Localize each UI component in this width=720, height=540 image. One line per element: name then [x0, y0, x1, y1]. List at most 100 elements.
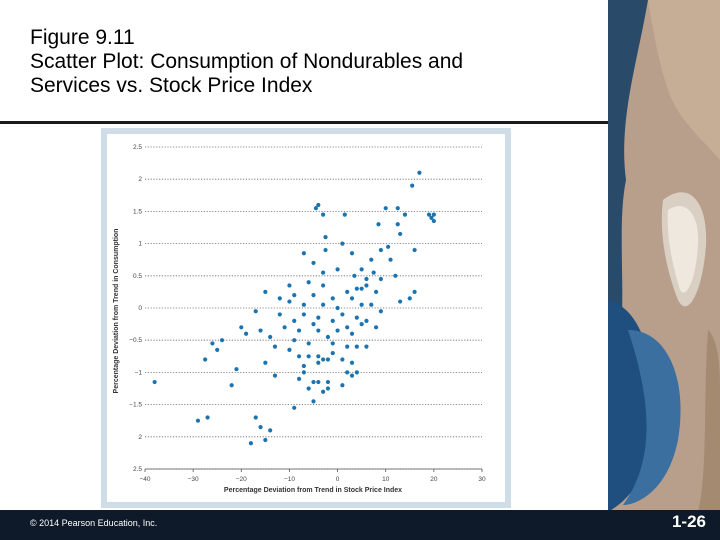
- rock-water-photo: [608, 0, 720, 512]
- data-point-18: [378, 276, 383, 282]
- data-point-120: [340, 383, 345, 388]
- scatter-plot: 2.5 2 1.5 1 0.5 0 −0.5 −1 −1.5 2 2.5 −40 −30 −20 −10 0…: [107, 134, 505, 502]
- data-point-129: [263, 437, 268, 443]
- data-point-80: [258, 328, 263, 333]
- footer-bar: © 2014 Pearson Education, Inc. 1-26: [0, 510, 720, 540]
- y-axis-label: Percentage Deviation from Trend in Consu…: [113, 229, 120, 394]
- data-point-55: [369, 302, 374, 307]
- data-point-63: [354, 315, 359, 320]
- data-point-42: [306, 280, 311, 285]
- y-tick-label-10: 2.5: [133, 466, 142, 473]
- figure-panel: 2.5 2 1.5 1 0.5 0 −0.5 −1 −1.5 2 2.5 −40 −30 −20 −10 0…: [101, 128, 511, 508]
- data-point-96: [340, 357, 345, 362]
- data-point-11: [398, 231, 403, 237]
- data-point-85: [345, 344, 350, 349]
- data-point-30: [340, 241, 345, 246]
- data-point-43: [287, 283, 292, 288]
- data-point-33: [349, 251, 355, 256]
- data-point-125: [253, 415, 258, 420]
- data-point-61: [316, 315, 321, 320]
- data-point-118: [321, 389, 326, 394]
- data-point-107: [301, 370, 306, 375]
- data-point-37: [354, 286, 359, 291]
- data-point-102: [321, 357, 326, 362]
- x-tick-label-3: −10: [284, 476, 295, 483]
- data-point-121: [292, 405, 297, 410]
- data-point-7: [402, 212, 408, 217]
- slide-title: Figure 9.11 Scatter Plot: Consumption of…: [30, 26, 590, 98]
- data-point-122: [311, 399, 316, 404]
- data-point-110: [296, 376, 302, 381]
- data-point-77: [325, 334, 331, 340]
- title-divider: [0, 121, 610, 124]
- data-point-6: [395, 206, 400, 211]
- data-point-76: [349, 331, 355, 336]
- data-point-40: [321, 270, 326, 275]
- data-point-20: [359, 286, 364, 291]
- x-tick-label-4: 0: [336, 476, 340, 483]
- data-point-116: [229, 383, 234, 388]
- data-point-16: [388, 257, 393, 262]
- data-point-56: [263, 289, 268, 294]
- data-point-12: [386, 244, 391, 249]
- data-point-46: [311, 293, 316, 298]
- title-line-2: Scatter Plot: Consumption of Nondurables…: [30, 50, 464, 73]
- data-point-73: [296, 328, 302, 333]
- x-tick-label-2: −20: [236, 476, 247, 483]
- data-point-104: [234, 367, 239, 372]
- data-point-94: [316, 354, 321, 359]
- data-point-58: [253, 309, 258, 314]
- x-tick-labels: −40 −30 −20 −10 0 10 20 30: [139, 476, 486, 483]
- data-point-109: [345, 370, 350, 375]
- data-point-2: [426, 212, 432, 217]
- data-point-86: [354, 344, 359, 349]
- data-point-123: [195, 418, 201, 423]
- data-point-25: [313, 206, 319, 211]
- title-line-1: Figure 9.11: [30, 26, 135, 49]
- data-point-126: [258, 425, 263, 430]
- data-point-100: [301, 363, 306, 369]
- data-point-103: [330, 350, 335, 356]
- data-point-0: [417, 170, 422, 175]
- data-point-66: [292, 318, 297, 323]
- data-points: [152, 170, 436, 446]
- y-tick-label-3: 1: [138, 241, 142, 248]
- data-point-68: [330, 318, 335, 323]
- data-point-51: [301, 302, 306, 307]
- data-point-72: [282, 325, 287, 330]
- data-point-59: [277, 312, 282, 317]
- data-point-70: [359, 322, 364, 327]
- x-tick-label-5: 10: [382, 476, 390, 483]
- data-point-117: [306, 386, 311, 391]
- data-point-26: [321, 212, 326, 217]
- data-point-95: [325, 357, 331, 362]
- data-point-62: [340, 312, 345, 317]
- data-point-75: [335, 328, 340, 333]
- data-point-48: [345, 289, 350, 294]
- data-point-64: [364, 318, 369, 323]
- data-point-79: [244, 331, 249, 336]
- data-point-127: [268, 428, 273, 433]
- data-point-57: [277, 296, 282, 301]
- x-axis-label: Percentage Deviation from Trend in Stock…: [224, 487, 402, 494]
- data-point-101: [316, 360, 321, 365]
- data-point-32: [301, 251, 306, 256]
- data-point-113: [325, 379, 331, 385]
- y-tick-labels: 2.5 2 1.5 1 0.5 0 −0.5 −1 −1.5 2 2.5: [129, 144, 142, 473]
- data-point-87: [219, 338, 225, 343]
- data-point-49: [349, 296, 355, 301]
- data-point-78: [239, 325, 244, 330]
- data-point-67: [311, 322, 316, 327]
- data-point-38: [364, 283, 369, 288]
- y-tick-label-7: −1: [135, 369, 143, 376]
- data-point-114: [349, 373, 355, 378]
- data-point-36: [364, 276, 369, 282]
- data-point-106: [272, 373, 278, 378]
- data-point-9: [376, 222, 381, 227]
- data-point-10: [395, 222, 400, 227]
- x-tick-label-7: 30: [478, 476, 486, 483]
- y-tick-label-9: 2: [138, 434, 142, 441]
- data-point-53: [335, 305, 340, 311]
- data-point-97: [349, 360, 355, 365]
